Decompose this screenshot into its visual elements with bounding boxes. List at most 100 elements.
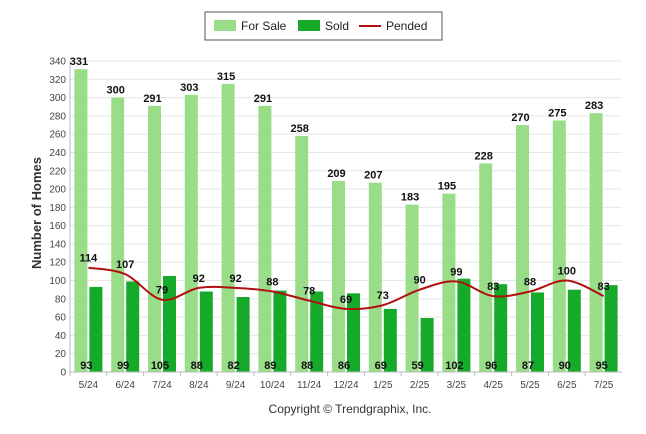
bar-for-sale xyxy=(221,83,235,372)
label-for-sale: 300 xyxy=(107,85,125,97)
bar-sold xyxy=(420,318,434,372)
x-tick-label: 5/24 xyxy=(79,380,99,391)
bar-for-sale xyxy=(405,204,419,372)
x-tick-label: 12/24 xyxy=(333,380,358,391)
y-tick-label: 320 xyxy=(49,75,66,86)
label-sold: 59 xyxy=(411,360,423,372)
bar-sold xyxy=(531,292,544,372)
label-sold: 95 xyxy=(595,360,607,372)
legend-label-pended: Pended xyxy=(386,19,427,33)
label-sold: 89 xyxy=(264,360,276,372)
label-for-sale: 183 xyxy=(401,192,419,204)
label-for-sale: 331 xyxy=(70,56,88,68)
bar-for-sale xyxy=(74,69,88,372)
x-tick-label: 6/25 xyxy=(557,380,577,391)
x-tick-label: 2/25 xyxy=(410,380,430,391)
pended-line-path xyxy=(88,266,605,311)
y-tick-label: 140 xyxy=(49,239,66,250)
bar-for-sale xyxy=(184,94,198,372)
label-for-sale: 195 xyxy=(438,181,456,193)
label-for-sale: 303 xyxy=(180,82,198,94)
label-for-sale: 275 xyxy=(548,107,566,119)
label-for-sale: 283 xyxy=(585,100,603,112)
label-pended: 79 xyxy=(156,285,168,297)
x-tick-label: 7/25 xyxy=(594,380,614,391)
legend-box xyxy=(204,11,443,41)
x-tick-label: 4/25 xyxy=(483,380,503,391)
label-sold: 87 xyxy=(522,360,534,372)
label-pended: 100 xyxy=(558,266,576,278)
y-tick-label: 340 xyxy=(49,57,66,68)
bar-for-sale xyxy=(368,182,382,372)
bar-for-sale xyxy=(295,136,309,372)
legend-swatch-for-sale xyxy=(214,20,236,31)
label-pended: 78 xyxy=(303,286,315,298)
bar-sold xyxy=(567,289,581,372)
legend-swatch-sold xyxy=(298,20,320,31)
y-tick-label: 220 xyxy=(49,166,66,177)
label-pended: 114 xyxy=(80,253,99,265)
label-pended: 73 xyxy=(377,290,389,302)
x-axis: 5/24 6/24 7/24 8/24 9/24 10/24 11/24 12/24 1/25 2… xyxy=(69,371,622,391)
label-sold: 102 xyxy=(445,360,463,372)
x-tick-label: 6/24 xyxy=(115,380,135,391)
y-tick-label: 60 xyxy=(55,313,67,324)
label-sold: 90 xyxy=(559,360,571,372)
bar-sold xyxy=(199,291,213,372)
x-tick-label: 11/24 xyxy=(297,380,322,391)
label-sold: 86 xyxy=(338,360,350,372)
label-sold: 69 xyxy=(375,360,387,372)
y-tick-label: 300 xyxy=(49,93,66,104)
x-tick-label: 7/24 xyxy=(152,380,172,391)
bar-sold xyxy=(383,308,397,372)
bar-sold xyxy=(236,296,250,372)
y-axis-label: Number of Homes xyxy=(29,157,44,269)
x-tick-label: 5/25 xyxy=(520,380,540,391)
y-tick-label: 280 xyxy=(49,111,66,122)
label-sold: 82 xyxy=(227,360,239,372)
label-pended: 92 xyxy=(193,273,205,285)
bar-sold xyxy=(310,291,324,372)
copyright: Copyright © Trendgraphix, Inc. xyxy=(269,402,432,416)
bar-sold xyxy=(494,284,508,372)
legend: For Sale Sold Pended xyxy=(204,11,443,41)
bar-sold xyxy=(457,278,471,372)
bar-for-sale xyxy=(258,105,272,372)
y-tick-label: 40 xyxy=(55,331,67,342)
legend-label-for-sale: For Sale xyxy=(241,19,287,33)
bar-for-sale xyxy=(552,120,566,373)
y-tick-label: 80 xyxy=(55,294,67,305)
y-tick-label: 0 xyxy=(60,368,66,379)
bar-sold xyxy=(347,293,360,372)
y-tick-label: 260 xyxy=(49,130,66,141)
y-tick-label: 180 xyxy=(49,203,66,214)
label-sold: 93 xyxy=(80,360,92,372)
label-pended: 83 xyxy=(487,281,499,293)
bar-sold xyxy=(604,285,618,372)
bar-for-sale xyxy=(479,163,493,372)
y-tick-label: 20 xyxy=(55,349,67,360)
x-tick-label: 3/25 xyxy=(447,380,467,391)
label-for-sale: 209 xyxy=(327,168,345,180)
x-tick-label: 8/24 xyxy=(189,380,209,391)
bar-for-sale xyxy=(589,113,603,372)
label-for-sale: 291 xyxy=(254,93,272,105)
label-pended: 99 xyxy=(450,266,462,278)
label-pended: 88 xyxy=(524,277,536,289)
label-for-sale: 207 xyxy=(364,170,382,182)
label-pended: 69 xyxy=(340,294,352,306)
label-for-sale: 258 xyxy=(291,123,309,135)
legend-label-sold: Sold xyxy=(325,19,349,33)
bar-for-sale xyxy=(148,105,161,372)
gridlines xyxy=(70,60,622,373)
x-tick-label: 9/24 xyxy=(226,380,246,391)
label-sold: 88 xyxy=(191,360,203,372)
bar-for-sale xyxy=(442,193,456,372)
label-pended: 107 xyxy=(116,259,134,271)
x-tick-label: 10/24 xyxy=(260,380,285,391)
label-pended: 83 xyxy=(597,281,609,293)
y-tick-label: 240 xyxy=(49,148,66,159)
bar-for-sale xyxy=(332,180,345,372)
